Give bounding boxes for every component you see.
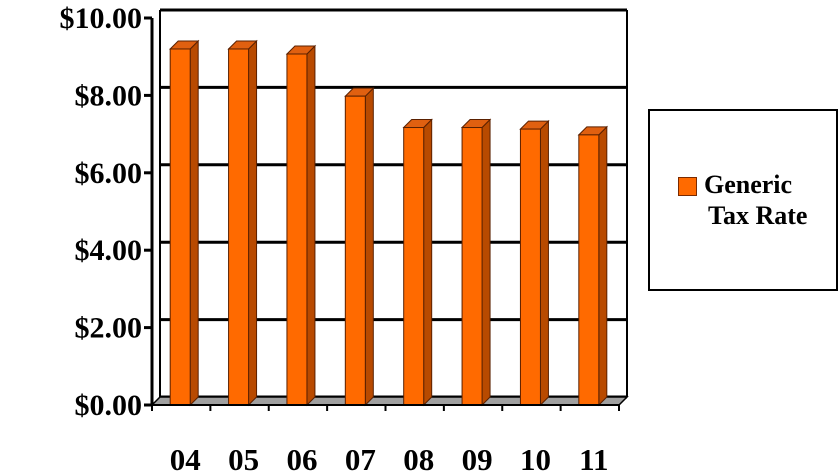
bar [402,118,433,407]
x-tick-label: 08 [403,442,434,475]
legend-label-line2: Tax Rate [708,201,808,230]
chart-floor-plane [150,396,629,406]
bar [344,86,375,407]
bar-side [189,39,199,407]
y-axis: $0.00 $2.00 $4.00 $6.00 $8.00 $10.00 [60,2,154,422]
x-axis: 04 05 06 07 08 09 10 11 [151,404,620,475]
legend-label: Generic Tax Rate [704,169,838,231]
x-tick-label: 04 [170,442,201,475]
bar [285,44,317,407]
bar-side [539,119,549,407]
x-tick-label: 11 [579,442,608,475]
legend-label-line1: Generic [704,170,793,199]
y-tick-label: $10.00 [60,2,143,35]
bar-side [481,118,491,407]
x-tick-label: 10 [520,442,551,475]
bar-side [598,125,608,407]
bar-front [461,127,483,406]
y-tick-label: $2.00 [75,312,143,345]
legend-swatch [678,177,697,196]
bar-series [168,39,609,407]
y-tick-label: $6.00 [75,157,143,190]
bar-side [364,86,374,407]
x-tick-label: 07 [345,442,376,475]
y-tick-label: $8.00 [75,79,143,112]
x-tick-label: 06 [286,442,317,475]
bar-front [578,134,600,406]
chart-floor [150,396,629,406]
y-tick-label: $0.00 [75,389,143,422]
bar-side [306,44,316,407]
bar-front [344,95,366,406]
bar [519,119,550,407]
x-tick-label: 09 [462,442,493,475]
bar-front [169,48,191,406]
bar-side [423,118,433,407]
bar [577,125,609,407]
bar-front [228,48,250,406]
y-tick-label: $4.00 [75,234,143,267]
bar [227,39,258,407]
legend: Generic Tax Rate [648,109,838,291]
bar [460,118,492,407]
bar [168,39,200,407]
bar-front [403,127,425,406]
bar-front [286,53,308,406]
bar-side [248,39,258,407]
bar-front [519,128,541,406]
x-tick-label: 05 [228,442,259,475]
